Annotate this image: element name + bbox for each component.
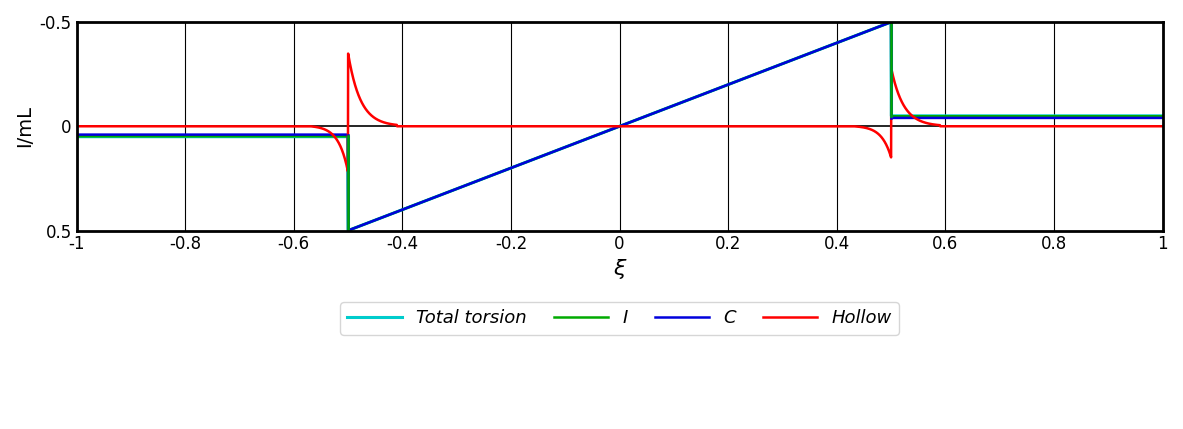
I	[341, 228, 355, 233]
I	[722, 82, 736, 87]
Total torsion	[722, 82, 736, 87]
Total torsion	[776, 61, 790, 66]
Total torsion	[1156, 113, 1170, 118]
I	[266, 134, 280, 139]
C	[341, 228, 355, 233]
Hollow	[341, 169, 355, 174]
Total torsion	[341, 228, 355, 233]
C	[880, 21, 894, 26]
Total torsion	[485, 173, 499, 178]
Hollow	[1156, 124, 1170, 129]
Line: I: I	[77, 22, 1163, 230]
C	[1156, 115, 1170, 121]
Hollow	[70, 124, 84, 129]
I	[963, 114, 977, 119]
Total torsion	[70, 134, 84, 139]
Y-axis label: I/mL: I/mL	[15, 105, 34, 147]
Total torsion	[266, 134, 280, 139]
Line: C: C	[77, 22, 1163, 230]
I	[880, 21, 894, 26]
Hollow	[776, 124, 790, 129]
Total torsion	[963, 113, 977, 118]
I	[1156, 114, 1170, 119]
Hollow	[963, 124, 977, 129]
Hollow	[266, 124, 280, 129]
Hollow	[341, 51, 355, 56]
C	[722, 82, 736, 87]
C	[485, 173, 499, 178]
Legend: Total torsion, I, C, Hollow: Total torsion, I, C, Hollow	[341, 302, 899, 335]
I	[70, 134, 84, 139]
Line: Hollow: Hollow	[77, 54, 1163, 171]
X-axis label: ξ: ξ	[614, 259, 626, 279]
I	[485, 173, 499, 178]
C	[70, 132, 84, 137]
C	[776, 61, 790, 66]
Hollow	[722, 124, 736, 129]
C	[266, 132, 280, 137]
I	[776, 61, 790, 66]
C	[884, 19, 898, 24]
I	[884, 19, 898, 24]
C	[963, 115, 977, 121]
Total torsion	[884, 19, 898, 24]
Hollow	[880, 145, 894, 150]
Total torsion	[880, 21, 894, 26]
Hollow	[485, 124, 499, 129]
Line: Total torsion: Total torsion	[77, 22, 1163, 230]
